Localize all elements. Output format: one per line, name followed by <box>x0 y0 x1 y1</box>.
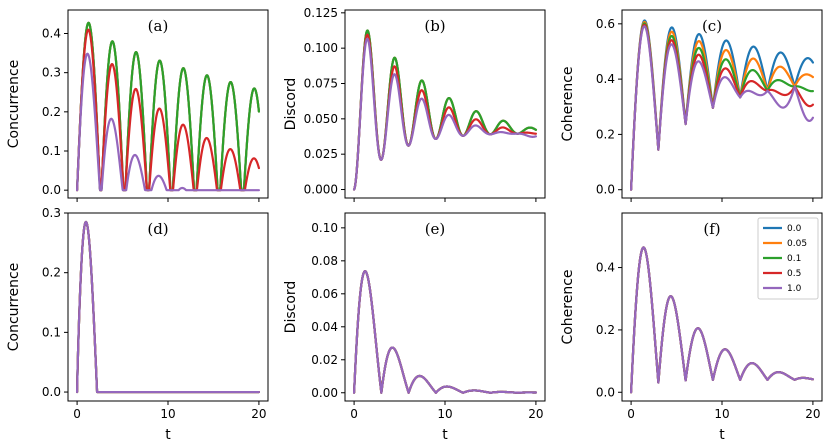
panel-label: (c) <box>702 17 722 35</box>
series-line-0.1 <box>75 220 261 394</box>
y-axis-label: Coherence <box>560 66 576 141</box>
panel-d: 0.0 0.1 0.2 0.3 0 10 20 t Concurrence (d) <box>6 206 269 443</box>
x-axis-label: t <box>442 427 448 443</box>
y-tick-label: 0.0 <box>42 183 61 197</box>
x-axis-label: t <box>719 427 725 443</box>
series-line-0.05 <box>75 220 261 394</box>
y-tick-label: 0.08 <box>311 254 338 268</box>
y-axis-label: Discord <box>283 78 299 131</box>
y-tick-label: 0.4 <box>42 27 61 41</box>
x-tick-label: 20 <box>528 407 543 421</box>
series-line-0.05 <box>352 270 538 394</box>
y-axis-label: Discord <box>283 281 299 334</box>
x-tick-label: 10 <box>160 407 175 421</box>
panel-label: (b) <box>424 17 445 35</box>
y-tick-label: 0.0 <box>596 385 615 399</box>
y-tick-label: 0.10 <box>311 221 338 235</box>
series-line-0.0 <box>75 220 261 394</box>
panel-b: 0.000 0.025 0.050 0.075 0.100 0.125 Discord (b) <box>283 6 546 202</box>
plot-frame <box>344 212 546 402</box>
y-tick-label: 0.00 <box>311 386 338 400</box>
y-tick-label: 0.04 <box>311 320 338 334</box>
legend-entry-label: 1.0 <box>787 284 802 294</box>
y-tick-label: 0.3 <box>42 66 61 80</box>
series-line-1.0 <box>629 246 815 394</box>
legend-entry-label: 0.0 <box>787 224 802 234</box>
series-line-0.5 <box>352 33 538 191</box>
y-tick-label: 0.3 <box>42 206 61 220</box>
series-line-1.0 <box>352 270 538 394</box>
legend: 0.0 0.05 0.1 0.5 1.0 <box>757 217 819 300</box>
x-tick-label: 20 <box>251 407 266 421</box>
panel-c: 0.0 0.2 0.4 0.6 Coherence (c) <box>560 9 823 202</box>
panel-f: 0.0 0.2 0.4 0 10 20 t Coherence (f) 0.0 0.05 0.1 0.5… <box>560 212 823 443</box>
y-tick-label: 0.025 <box>304 147 338 161</box>
x-tick-label: 0 <box>73 407 81 421</box>
plot-frame <box>67 212 269 402</box>
y-tick-label: 0.050 <box>304 112 338 126</box>
y-tick-label: 0.000 <box>304 183 338 197</box>
series-line-1.0 <box>75 52 261 192</box>
y-axis-label: Concurrence <box>6 263 22 352</box>
x-axis-label: t <box>165 427 171 443</box>
y-tick-label: 0.2 <box>596 323 615 337</box>
series-line-0.5 <box>75 28 261 192</box>
legend-entry-label: 0.5 <box>787 269 801 279</box>
y-tick-label: 0.125 <box>304 6 338 20</box>
series-line-0.5 <box>352 270 538 394</box>
series-line-0.1 <box>75 21 261 192</box>
series-line-0.1 <box>352 270 538 394</box>
x-tick-label: 0 <box>350 407 358 421</box>
x-tick-label: 10 <box>437 407 452 421</box>
y-tick-label: 0.075 <box>304 77 338 91</box>
x-tick-label: 10 <box>714 407 729 421</box>
y-tick-label: 0.4 <box>596 72 615 86</box>
panel-a: 0.0 0.1 0.2 0.3 0.4 Concurrence (a) <box>6 9 269 202</box>
series-line-1.0 <box>75 220 261 394</box>
panel-label: (d) <box>147 220 168 238</box>
series-line-1.0 <box>352 37 538 191</box>
series-line-0.0 <box>352 270 538 394</box>
y-tick-label: 0.2 <box>42 266 61 280</box>
plot-frame <box>621 9 823 199</box>
y-tick-label: 0.06 <box>311 287 338 301</box>
y-tick-label: 0.0 <box>596 183 615 197</box>
x-tick-label: 0 <box>627 407 635 421</box>
panel-e: 0.00 0.02 0.04 0.06 0.08 0.10 0 10 20 t Discord (e) <box>283 212 546 443</box>
y-tick-label: 0.100 <box>304 41 338 55</box>
y-tick-label: 0.02 <box>311 353 338 367</box>
series-line-1.0 <box>629 25 815 191</box>
series-line-0.1 <box>352 29 538 191</box>
y-tick-label: 0.6 <box>596 17 615 31</box>
y-tick-label: 0.1 <box>42 325 61 339</box>
x-tick-label: 20 <box>805 407 820 421</box>
panel-label: (f) <box>703 220 720 238</box>
legend-entry-label: 0.1 <box>787 254 801 264</box>
series-line-0.5 <box>75 220 261 394</box>
panel-label: (a) <box>148 17 169 35</box>
y-tick-label: 0.2 <box>596 127 615 141</box>
y-axis-label: Concurrence <box>6 60 22 149</box>
y-tick-label: 0.4 <box>596 261 615 275</box>
panel-label: (e) <box>425 220 446 238</box>
y-axis-label: Coherence <box>560 269 576 344</box>
legend-box <box>757 217 819 300</box>
y-tick-label: 0.1 <box>42 144 61 158</box>
y-tick-label: 0.0 <box>42 385 61 399</box>
y-tick-label: 0.2 <box>42 105 61 119</box>
legend-entry-label: 0.05 <box>787 239 807 249</box>
